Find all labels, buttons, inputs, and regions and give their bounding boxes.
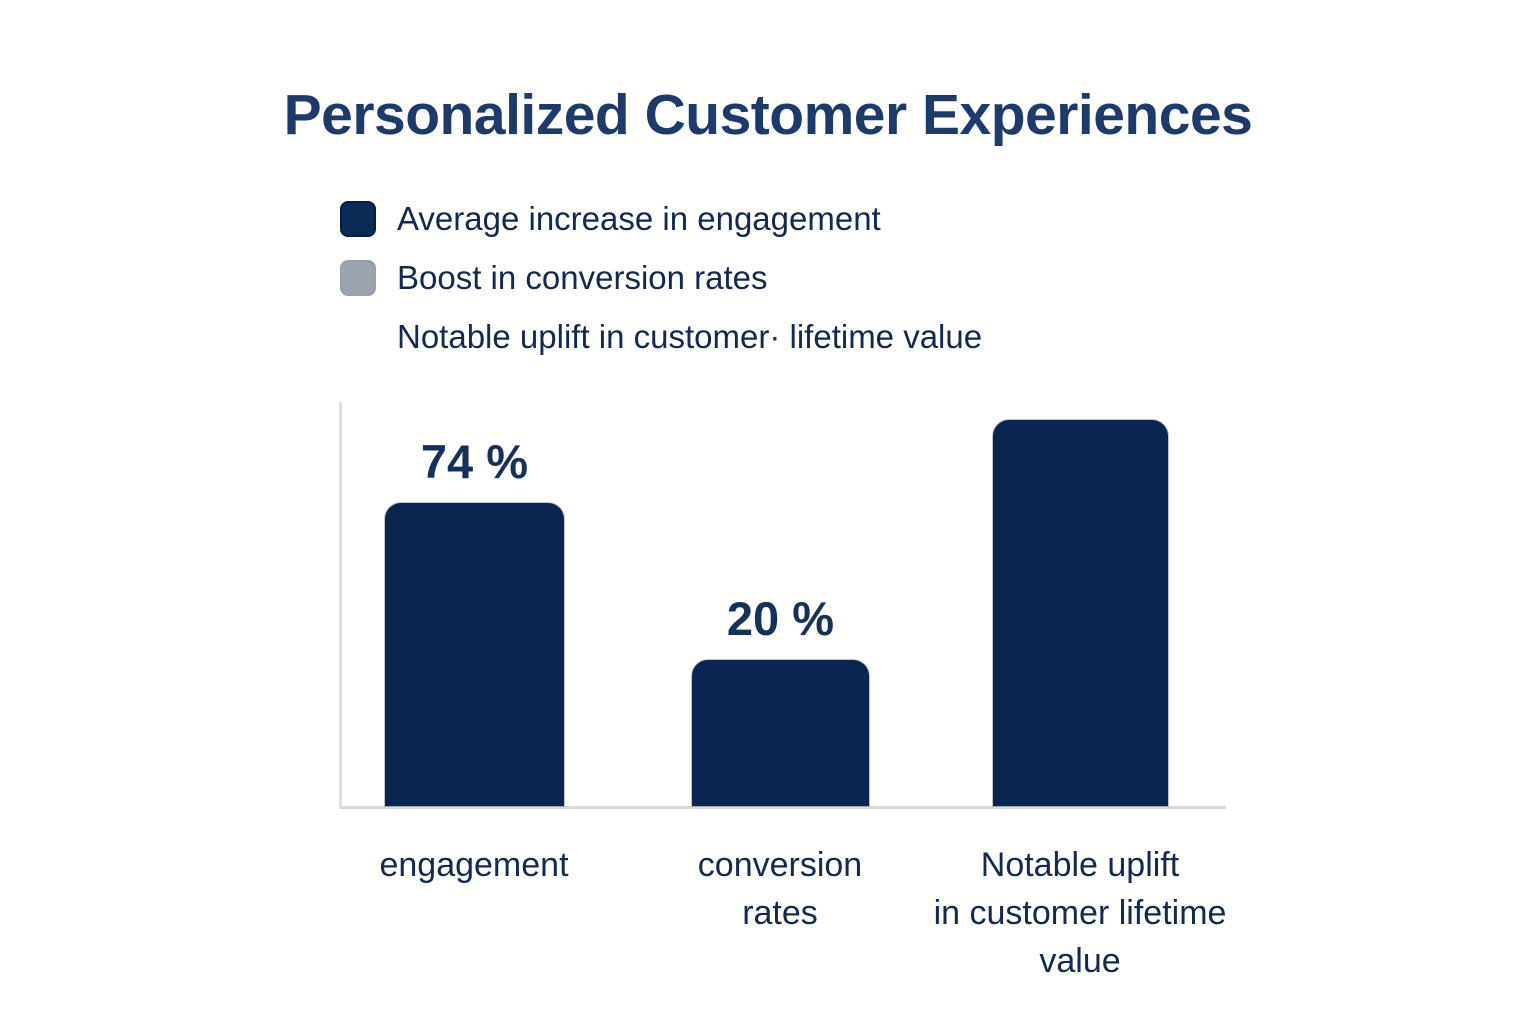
legend-item-engagement: Average increase in engagement xyxy=(340,200,982,237)
bar xyxy=(993,420,1168,806)
legend-swatch-gray-icon xyxy=(340,260,376,296)
x-axis-label: conversion rates xyxy=(600,841,960,937)
x-axis-label-line: value xyxy=(1039,942,1121,980)
x-axis-label-line: Notable uplift xyxy=(980,846,1180,884)
bar-value-label: 20 % xyxy=(726,592,835,645)
legend-item-lifetime-value: Notable uplift in customer· lifetime val… xyxy=(340,318,983,355)
x-axis-label-line: in customer lifetime xyxy=(933,894,1227,932)
legend-label: Notable uplift in customer· lifetime val… xyxy=(397,318,983,355)
x-axis-label-line: engagement xyxy=(379,846,569,884)
bar-value-label: 74 % xyxy=(420,435,529,488)
x-axis-line xyxy=(339,806,1226,809)
x-axis-label: Notable uplift in customer lifetime value xyxy=(900,841,1260,985)
x-axis-label-line: conversion xyxy=(697,846,863,884)
legend-item-conversion: Boost in conversion rates xyxy=(340,259,982,296)
y-axis-line xyxy=(339,402,342,806)
plot-area: 74 % 20 % xyxy=(339,402,1226,809)
bar xyxy=(692,660,869,806)
legend: Average increase in engagement Boost in … xyxy=(340,200,983,355)
x-axis-label-line: rates xyxy=(742,894,818,932)
legend-swatch-navy-icon xyxy=(340,201,376,237)
chart-title: Personalized Customer Experiences xyxy=(283,83,1253,147)
bar xyxy=(385,503,564,806)
x-axis-label: engagement xyxy=(294,841,654,889)
legend-label: Boost in conversion rates xyxy=(397,259,768,296)
legend-label: Average increase in engagement xyxy=(397,200,881,237)
